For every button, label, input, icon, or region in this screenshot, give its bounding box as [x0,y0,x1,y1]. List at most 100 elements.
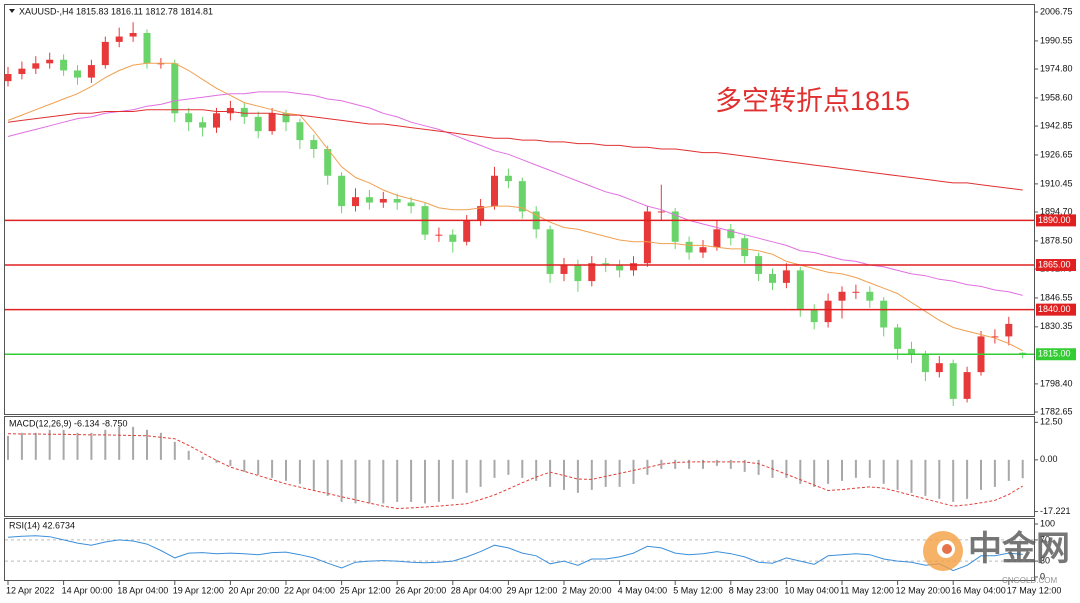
candle-body [949,363,957,399]
candle-body [643,211,651,264]
candle-body [32,63,40,69]
macd-bar [243,459,246,472]
candle-body [616,265,624,271]
candle-body [101,41,109,66]
rsi-pane-frame [4,518,1035,581]
candle-body [769,273,776,283]
pane-title: RSI(14) 42.6734 [9,520,75,530]
title-marker [9,9,15,13]
candle-body [226,107,234,114]
macd-bar [841,459,843,481]
candle-body [824,300,832,323]
rsi-line [7,535,1023,572]
level-label: 1815.00 [1038,349,1071,359]
y-tick-label: 0 [1040,571,1045,581]
x-tick-label: 18 Apr 04:00 [117,585,168,595]
x-tick-label: 16 May 04:00 [951,585,1006,595]
x-tick-label: 28 Apr 04:00 [451,585,502,595]
macd-bar [910,459,913,493]
macd-pane-frame [4,416,1035,517]
candle-body [630,263,637,271]
macd-bar [382,459,385,504]
x-tick-label: 20 Apr 20:00 [228,585,279,595]
macd-bar [451,459,454,499]
level-label: 1865.00 [1038,259,1071,269]
level-label-box [1036,348,1076,361]
candle-body [546,229,554,274]
macd-bar [563,459,565,490]
macd-bar [521,459,524,478]
y-tick-label: 1926.65 [1040,149,1073,159]
x-tick-label: 4 May 04:00 [618,585,668,595]
macd-bar [507,459,510,475]
macd-bar [424,459,426,504]
macd-bar [646,459,649,475]
moving-average [7,109,1023,191]
macd-bar [980,459,982,490]
y-tick-label: -17.221 [1040,506,1071,516]
macd-signal [7,433,1023,510]
candle-body [310,140,318,149]
macd-bar [604,459,607,487]
candle-body [18,68,26,75]
macd-bar [410,459,413,502]
macd-bar [952,459,955,502]
candle-body [74,70,81,78]
candle-body [477,206,485,221]
macd-bar [146,429,148,460]
macd-bar [813,459,816,487]
macd-bar [257,459,260,475]
x-tick-label: 17 May 12:00 [1007,585,1062,595]
candle-body [240,107,248,117]
macd-bar [924,459,927,496]
macd-bar [827,459,830,484]
macd-bar [285,459,287,481]
x-tick-label: 10 May 04:00 [784,585,839,595]
x-tick-label: 2 May 20:00 [562,585,612,595]
candle-body [46,59,54,64]
y-tick-label: 0.00 [1040,454,1058,464]
candle-body [991,336,999,338]
candle-body [268,113,276,132]
macd-bar [632,459,635,484]
y-tick-label: 100 [1040,518,1055,528]
pane-title: MACD(12,26,9) -6.134 -8.750 [9,418,128,428]
y-tick-label: 1846.55 [1040,292,1073,302]
candle-body [199,122,207,128]
y-tick-label: 1782.65 [1040,406,1073,416]
watermark-logo-core [942,544,952,554]
level-label-box [1036,259,1076,272]
candle-body [796,270,804,310]
macd-bar [159,432,162,460]
candle-body [254,116,262,132]
macd-bar [173,441,176,460]
candle-body [129,32,137,37]
macd-bar [660,459,663,469]
macd-bar [493,459,496,478]
macd-bar [757,459,760,475]
level-label-box [1036,214,1076,227]
macd-bar [298,459,301,484]
y-tick-label: 1974.80 [1040,63,1073,73]
candle-body [379,198,387,203]
macd-bar [743,459,746,472]
candle-body [963,372,971,399]
macd-bar [326,459,329,496]
y-tick-label: 1990.55 [1040,35,1073,45]
macd-bar [993,459,996,487]
y-tick-label: 1910.45 [1040,178,1073,188]
level-label-box [1036,303,1076,316]
macd-bar [354,459,357,504]
macd-bar [785,459,788,478]
candle-body [393,198,401,203]
candle-body [699,247,707,253]
chart-title: XAUUSD-,H4 1815.83 1816.11 1812.78 1814.… [19,6,213,16]
y-tick-label: 1894.70 [1040,206,1073,216]
candle-body [143,32,151,64]
macd-bar [465,459,468,493]
y-tick-label: 1798.40 [1040,378,1073,388]
macd-bar [90,432,93,460]
candle-body [213,113,220,128]
candle-body [1005,323,1013,337]
watermark-site: CNGOLD.COM [1002,576,1057,585]
